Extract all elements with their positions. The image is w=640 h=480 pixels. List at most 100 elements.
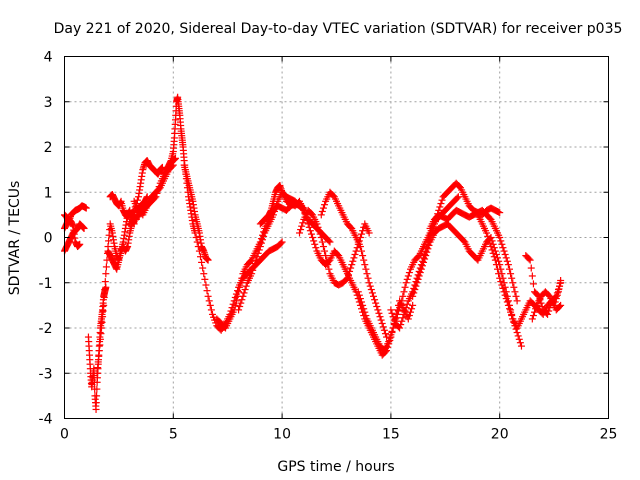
data-point: [351, 250, 359, 258]
data-point: [322, 252, 330, 260]
data-point: [100, 293, 108, 301]
data-point: [388, 309, 396, 317]
data-point: [375, 309, 383, 317]
data-point: [129, 207, 137, 215]
data-point: [80, 224, 88, 232]
data-point: [398, 297, 406, 305]
data-point: [505, 305, 513, 313]
data-point: [395, 307, 403, 315]
data-point: [532, 305, 540, 313]
data-point: [421, 255, 429, 263]
data-point: [424, 245, 432, 253]
data-point: [398, 317, 406, 325]
data-point: [504, 261, 512, 269]
data-point: [296, 229, 304, 237]
data-point: [390, 316, 398, 324]
data-point: [514, 332, 522, 340]
data-point: [528, 272, 536, 280]
data-point: [528, 315, 536, 323]
data-point: [490, 253, 498, 261]
data-point: [236, 283, 244, 291]
data-point: [248, 270, 256, 278]
data-point: [379, 323, 387, 331]
data-point: [202, 281, 210, 289]
data-point: [376, 313, 384, 321]
data-point: [311, 240, 319, 248]
data-point: [348, 261, 356, 269]
data-point: [406, 308, 414, 316]
data-point: [93, 392, 101, 400]
data-point: [309, 234, 317, 241]
data-point: [401, 307, 409, 315]
data-point: [544, 310, 552, 318]
data-point: [415, 272, 423, 280]
data-point: [101, 278, 109, 286]
data-point: [557, 276, 565, 284]
data-point: [236, 303, 244, 311]
data-point: [527, 264, 535, 272]
data-point: [93, 385, 101, 393]
data-point: [325, 265, 333, 273]
data-point: [509, 279, 517, 287]
data-point: [377, 316, 385, 324]
data-point: [504, 301, 512, 309]
data-point: [313, 220, 321, 228]
data-point: [249, 266, 257, 274]
data-point: [423, 248, 431, 256]
data-point: [503, 257, 511, 265]
data-point: [529, 312, 537, 320]
data-point: [76, 240, 84, 248]
data-point: [356, 295, 364, 303]
data-point: [502, 254, 510, 262]
data-point: [408, 305, 416, 313]
data-point: [306, 227, 314, 235]
data-point: [232, 297, 240, 305]
data-point: [367, 286, 375, 294]
data-point: [361, 261, 369, 269]
data-point: [237, 279, 245, 287]
y-tick-label: 1: [44, 185, 53, 201]
data-point: [513, 297, 521, 305]
data-point: [412, 282, 420, 290]
data-point: [422, 252, 430, 260]
data-point: [250, 263, 258, 271]
data-point: [373, 303, 381, 311]
data-point: [273, 201, 281, 209]
data-point: [396, 304, 404, 312]
data-point: [305, 223, 313, 231]
data-point: [404, 315, 412, 323]
data-point: [101, 286, 109, 294]
data-point: [204, 256, 212, 264]
data-point: [368, 289, 376, 297]
data-point: [354, 288, 362, 296]
data-point: [237, 299, 245, 307]
x-tick-label: 20: [491, 427, 509, 443]
data-points: [61, 93, 565, 413]
data-point: [507, 308, 515, 316]
data-point: [496, 234, 504, 241]
data-point: [362, 265, 370, 273]
data-point: [316, 230, 324, 238]
data-point: [207, 306, 215, 314]
data-point: [253, 253, 261, 261]
y-tick-label: 0: [44, 231, 53, 247]
data-point: [355, 291, 363, 299]
data-point: [538, 303, 546, 311]
data-point: [359, 252, 367, 260]
x-tick-label: 5: [169, 427, 178, 443]
data-point: [100, 301, 108, 309]
data-point: [400, 310, 408, 318]
data-point: [347, 264, 355, 272]
data-point: [204, 292, 212, 300]
data-point: [417, 265, 425, 273]
data-point: [399, 314, 407, 322]
data-point: [411, 286, 419, 294]
data-point: [508, 274, 516, 282]
data-point: [374, 306, 382, 314]
data-point: [259, 236, 267, 244]
data-point: [102, 263, 110, 271]
data-point: [239, 292, 247, 300]
data-point: [235, 306, 243, 314]
data-point: [326, 238, 334, 246]
data-point: [358, 230, 366, 238]
